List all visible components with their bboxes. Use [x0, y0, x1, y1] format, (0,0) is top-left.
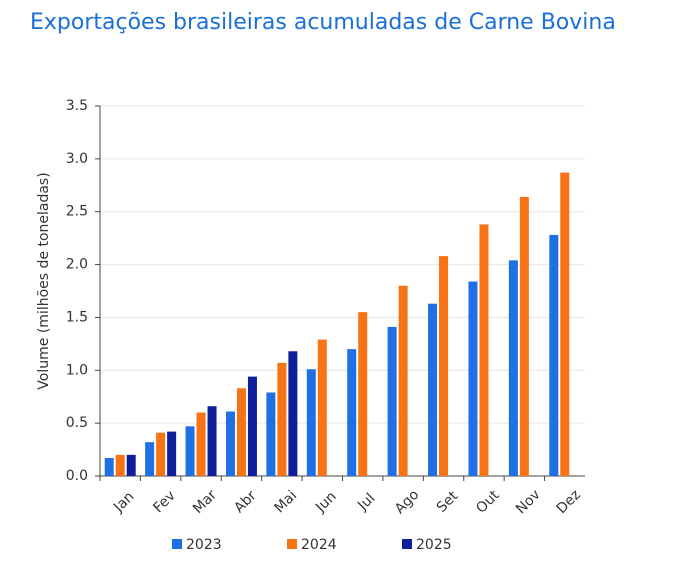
x-tick-label: Jun — [312, 489, 339, 516]
bar — [428, 303, 438, 476]
bar — [288, 351, 298, 476]
x-tick-label: Ago — [392, 487, 422, 517]
x-tick-label: Set — [434, 488, 462, 516]
bar — [387, 326, 397, 476]
y-tick-label: 1.0 — [66, 362, 88, 378]
bar — [519, 196, 529, 476]
x-tick-label: Dez — [554, 487, 584, 517]
bar — [115, 454, 125, 476]
bar — [439, 256, 449, 476]
bar — [347, 349, 357, 476]
y-tick-label: 0.5 — [66, 415, 88, 431]
bar — [560, 172, 570, 476]
bar — [225, 411, 235, 476]
bar — [185, 426, 195, 476]
x-tick-label: Fev — [150, 488, 178, 516]
chart-title: Exportações brasileiras acumuladas de Ca… — [30, 10, 616, 35]
y-tick-label: 3.5 — [66, 98, 88, 114]
bar — [207, 406, 217, 476]
x-tick-label: Nov — [513, 487, 544, 518]
legend-swatch — [172, 539, 182, 549]
y-tick-label: 2.5 — [66, 204, 88, 220]
bar — [156, 432, 166, 476]
bar — [145, 442, 155, 476]
legend-swatch — [287, 539, 297, 549]
bar — [126, 454, 136, 476]
bar — [358, 312, 368, 476]
y-tick-label: 3.0 — [66, 151, 88, 167]
x-tick-label: Mar — [190, 487, 220, 517]
x-tick-label: Jan — [110, 489, 137, 516]
y-tick-label: 1.5 — [66, 309, 88, 325]
bar — [306, 369, 316, 476]
bar — [266, 392, 276, 476]
bar — [104, 458, 114, 476]
y-axis-label: Volume (milhões de toneladas) — [36, 172, 52, 389]
bar — [468, 281, 478, 476]
legend-swatch — [402, 539, 412, 549]
x-tick-label: Out — [473, 487, 503, 517]
bar — [508, 260, 518, 476]
x-tick-label: Jul — [354, 490, 378, 514]
y-tick-label: 2.0 — [66, 257, 88, 273]
x-tick-label: Mai — [272, 488, 301, 517]
bar — [277, 362, 287, 476]
bar — [479, 224, 489, 476]
legend-label: 2024 — [301, 537, 337, 553]
y-tick-label: 0.0 — [66, 468, 88, 484]
legend-label: 2023 — [186, 537, 222, 553]
bar — [398, 285, 408, 476]
bar — [196, 412, 206, 476]
x-tick-label: Abr — [231, 488, 260, 517]
bar — [317, 339, 327, 476]
bar — [549, 234, 559, 476]
legend-label: 2025 — [416, 537, 452, 553]
bar — [247, 376, 257, 476]
bar — [236, 388, 246, 476]
bar — [167, 431, 177, 476]
